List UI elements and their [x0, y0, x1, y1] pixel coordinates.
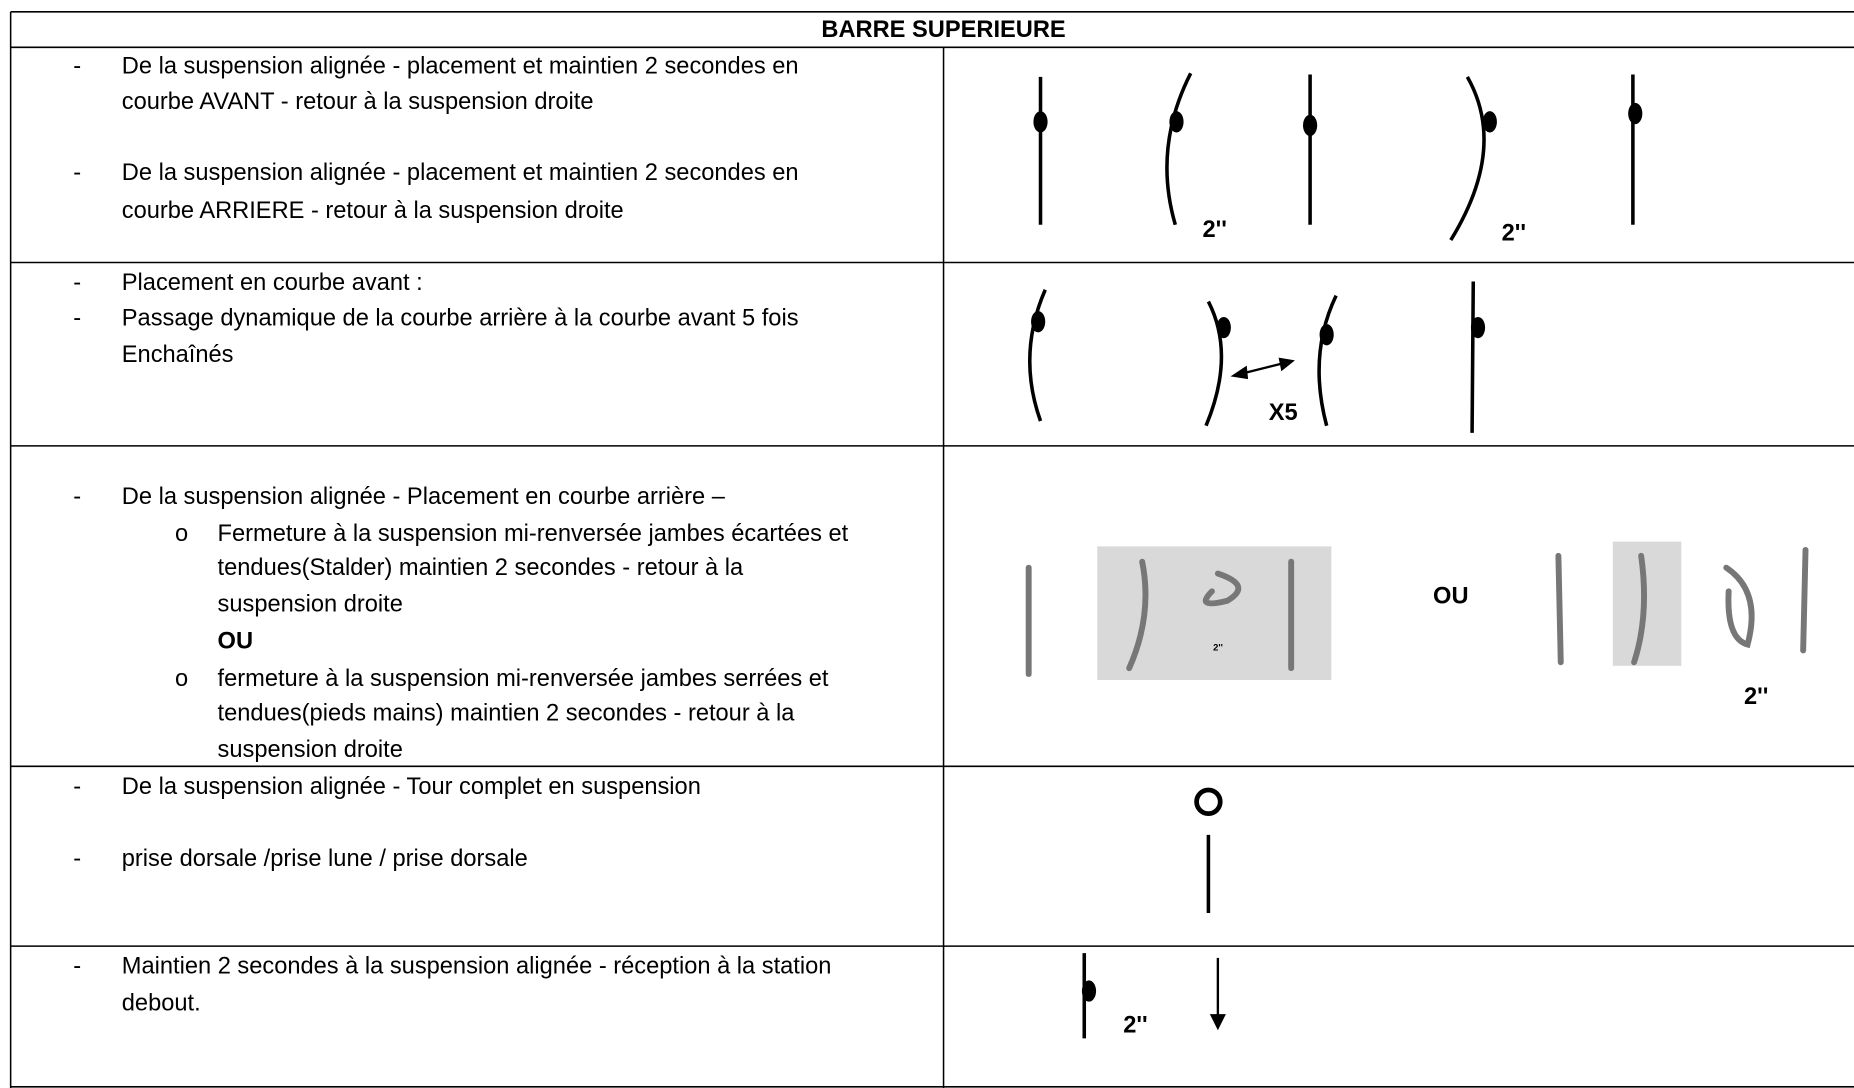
item-text: debout. — [122, 990, 201, 1016]
item-text: De la suspension alignée - placement et … — [122, 54, 799, 80]
bullet: - — [73, 54, 81, 80]
item-text: De la suspension alignée - Tour complet … — [122, 774, 701, 800]
item-text: courbe ARRIERE - retour à la suspension … — [122, 198, 624, 224]
item-text: tendues(pieds mains) maintien 2 secondes… — [218, 701, 796, 727]
bullet: o — [175, 666, 188, 692]
diagram-label: 2'' — [1213, 643, 1223, 654]
item-text: Enchaînés — [122, 342, 234, 368]
bullet: o — [175, 521, 188, 547]
diagram-label: X5 — [1269, 400, 1298, 426]
item-text: prise dorsale /prise lune / prise dorsal… — [122, 846, 528, 872]
item-text: De la suspension alignée - placement et … — [122, 160, 799, 186]
item-text: suspension droite — [218, 592, 403, 618]
item-text: fermeture à la suspension mi-renversée j… — [218, 666, 829, 692]
bullet: - — [73, 954, 81, 980]
item-text: Placement en courbe avant : — [122, 270, 423, 296]
diagram-label: 2'' — [1502, 220, 1526, 246]
bullet: - — [73, 774, 81, 800]
table-title: BARRE SUPERIEURE — [821, 17, 1065, 43]
diagrams — [1028, 72, 1635, 1039]
diagram-label: OU — [1433, 583, 1468, 609]
bullet: - — [73, 306, 81, 332]
item-text: Passage dynamique de la courbe arrière à… — [122, 306, 799, 332]
item-text: Maintien 2 secondes à la suspension alig… — [122, 954, 832, 980]
item-text: Fermeture à la suspension mi-renversée j… — [218, 521, 849, 547]
bullet: - — [73, 846, 81, 872]
item-text: suspension droite — [218, 737, 403, 763]
gymnast-images — [1025, 541, 1809, 680]
item-text: courbe AVANT - retour à la suspension dr… — [122, 89, 594, 115]
item-text: tendues(Stalder) maintien 2 secondes - r… — [218, 555, 744, 581]
item-text: OU — [218, 628, 253, 654]
table-borders — [9, 11, 1854, 1088]
item-text: De la suspension alignée - Placement en … — [122, 484, 726, 510]
diagram-label: 2'' — [1123, 1013, 1147, 1039]
dots — [1031, 102, 1643, 1002]
bullet: - — [73, 484, 81, 510]
bullet: - — [73, 270, 81, 296]
bullet: - — [73, 160, 81, 186]
diagram-label: 2'' — [1202, 217, 1226, 243]
diagram-label: 2'' — [1744, 684, 1768, 710]
